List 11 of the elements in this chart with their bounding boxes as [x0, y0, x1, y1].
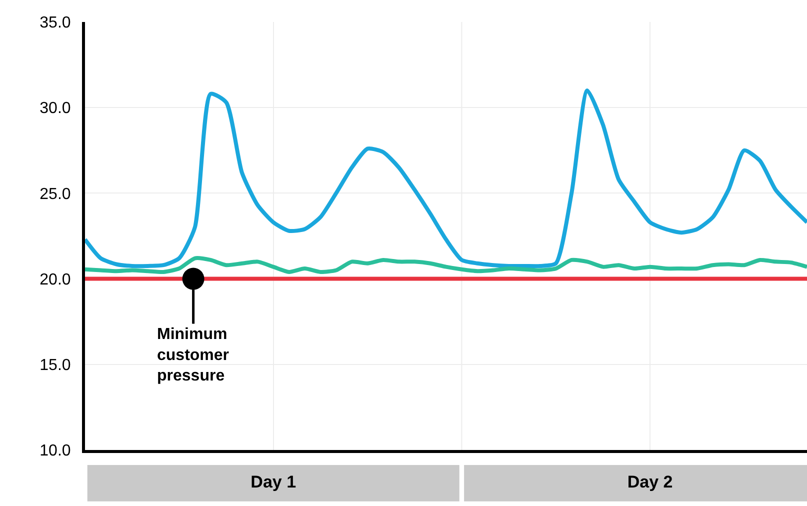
line-series — [85, 88, 807, 268]
x-tick-label: Day 1 — [250, 472, 296, 492]
y-tick-label: 30.0 — [40, 100, 71, 118]
y-tick-label: 15.0 — [40, 357, 71, 374]
y-tick-label: 10.0 — [40, 442, 71, 460]
y-tick-label: 25.0 — [40, 186, 71, 203]
annotation: Minimum customer pressure — [157, 326, 230, 385]
line-series — [85, 256, 807, 274]
x-tick-label: Day 2 — [627, 472, 673, 492]
y-tick-label: 20.0 — [40, 271, 71, 288]
y-tick-label: 35.0 — [40, 14, 71, 32]
